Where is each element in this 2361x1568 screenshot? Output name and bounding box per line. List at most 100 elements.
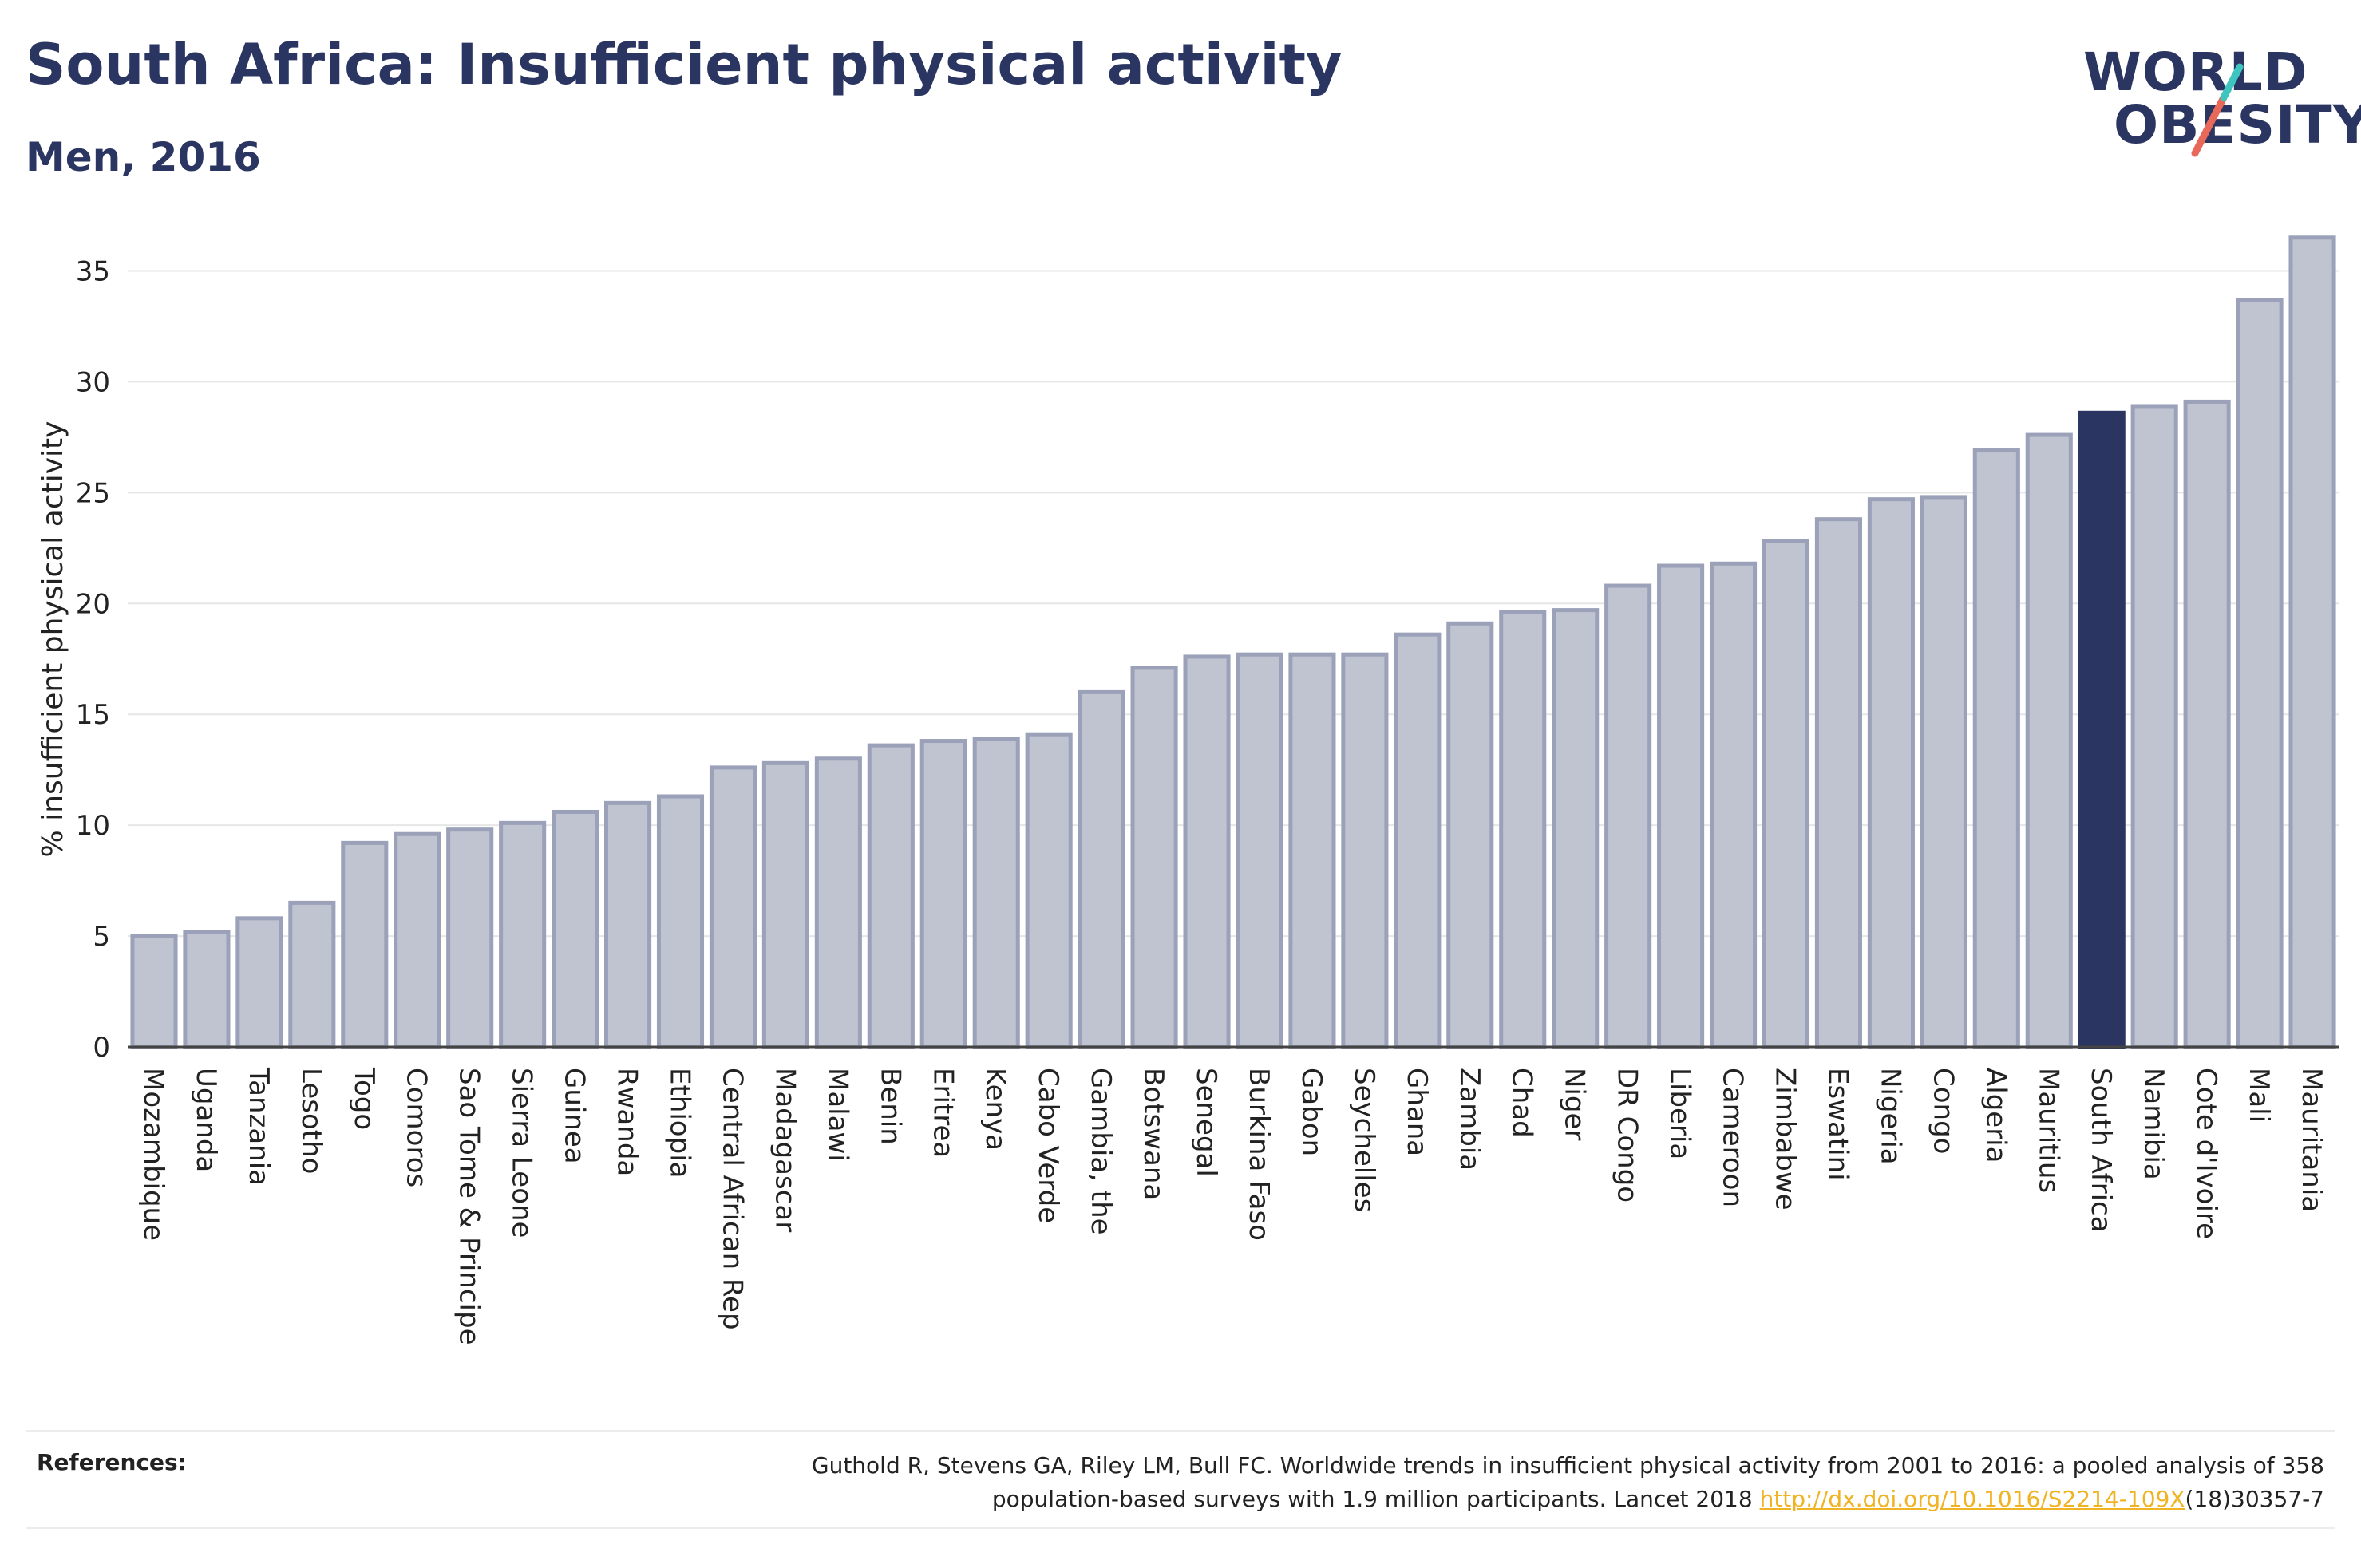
bar-ethiopia: [656, 794, 705, 1049]
bar-tanzania: [235, 916, 283, 1049]
x-tick-label: Gambia, the: [1085, 1068, 1117, 1235]
bar-gabon: [1288, 652, 1336, 1049]
x-tick-label: Botswana: [1137, 1068, 1169, 1200]
bar-congo: [1920, 495, 1968, 1049]
x-tick-label: Chad: [1506, 1068, 1538, 1138]
y-tick-label: 30: [76, 366, 110, 398]
bar-mali: [2236, 298, 2284, 1049]
x-tick-label: Uganda: [190, 1068, 222, 1172]
bar-comoros: [394, 831, 441, 1049]
x-tick-label: Rwanda: [611, 1068, 643, 1176]
x-tick-label: Cameroon: [1717, 1068, 1749, 1207]
x-tick-label: Ghana: [1401, 1068, 1433, 1156]
x-tick-label: Senegal: [1190, 1068, 1222, 1177]
x-tick-label: Eswatini: [1821, 1068, 1853, 1181]
y-tick-label: 15: [76, 699, 110, 731]
bar-madagascar: [761, 760, 809, 1049]
bar-nigeria: [1867, 497, 1915, 1049]
bar-cameroon: [1710, 561, 1758, 1049]
x-tick-label: Mauritius: [2032, 1068, 2064, 1193]
bar-namibia: [2130, 404, 2178, 1049]
bar-mauritania: [2288, 235, 2336, 1049]
x-tick-label: Gabon: [1295, 1068, 1327, 1156]
x-tick-label: Mali: [2243, 1068, 2275, 1123]
x-tick-label: Burkina Faso: [1243, 1068, 1275, 1241]
bar-lesotho: [288, 900, 336, 1049]
y-tick-label: 35: [76, 255, 110, 287]
bar-liberia: [1657, 563, 1705, 1049]
bar-senegal: [1183, 654, 1231, 1049]
references-panel: References: Guthold R, Stevens GA, Riley…: [26, 1430, 2335, 1529]
x-tick-label: Mozambique: [137, 1068, 169, 1241]
x-tick-label: Guinea: [559, 1068, 591, 1164]
bar-cote-d-ivoire: [2183, 399, 2231, 1049]
x-tick-label: Comoros: [401, 1068, 433, 1187]
bar-central-african-rep: [709, 765, 757, 1049]
bar-south-africa: [2078, 410, 2126, 1049]
x-tick-label: Sao Tome & Principe: [453, 1068, 485, 1345]
bar-eritrea: [919, 739, 967, 1049]
reference-line-1: Guthold R, Stevens GA, Riley LM, Bull FC…: [811, 1452, 2324, 1479]
world-obesity-logo: WORLD OBESITY: [2083, 32, 2361, 176]
bar-zambia: [1446, 621, 1494, 1049]
x-tick-label: Benin: [874, 1068, 906, 1145]
bar-sao-tome-principe: [446, 827, 494, 1049]
x-tick-label: Congo: [1927, 1068, 1959, 1154]
x-tick-label: Zambia: [1453, 1068, 1485, 1171]
bar-guinea: [552, 809, 599, 1049]
x-tick-label: Lesotho: [295, 1068, 327, 1174]
x-tick-label: Mauritania: [2296, 1068, 2327, 1212]
y-tick-label: 5: [93, 921, 110, 953]
x-tick-label: Central African Rep: [716, 1068, 748, 1330]
x-tick-label: Kenya: [979, 1068, 1011, 1151]
y-tick-label: 20: [76, 588, 110, 620]
reference-line-2-end: (18)30357-7: [2185, 1486, 2324, 1512]
x-tick-label: Togo: [348, 1067, 380, 1130]
logo-slash-icon: [2191, 63, 2244, 157]
bar-chad: [1499, 610, 1547, 1049]
bar-uganda: [183, 930, 231, 1049]
bar-chart: 0 5 10 15 20 25 30 35 % insufficient physical ac…: [37, 235, 2339, 1345]
bar-ghana: [1394, 632, 1442, 1049]
x-tick-label: DR Congo: [1612, 1068, 1643, 1203]
x-tick-label: Tanzania: [243, 1067, 275, 1186]
bar-rwanda: [604, 800, 652, 1049]
x-tick-label: Niger: [1559, 1068, 1591, 1140]
bar-algeria: [1972, 448, 2020, 1049]
bar-eswatini: [1814, 517, 1862, 1049]
bar-benin: [867, 743, 915, 1049]
reference-line-2: population-based surveys with 1.9 millio…: [991, 1486, 1760, 1512]
bar-botswana: [1130, 666, 1178, 1049]
x-tick-label: Cote d'Ivoire: [2190, 1068, 2222, 1239]
x-tick-label: Madagascar: [769, 1068, 801, 1232]
bar-togo: [341, 840, 389, 1049]
logo-line-1: WORLD: [2083, 41, 2308, 103]
x-tick-label: Sierra Leone: [506, 1068, 538, 1238]
x-tick-label: Ethiopia: [664, 1068, 696, 1178]
bar-malawi: [814, 756, 862, 1049]
bar-dr-congo: [1604, 583, 1652, 1049]
x-tick-label: Namibia: [2138, 1068, 2169, 1180]
bar-burkina-faso: [1236, 652, 1283, 1049]
x-tick-label: Liberia: [1664, 1068, 1696, 1159]
x-tick-label: Malawi: [821, 1068, 853, 1162]
bar-seychelles: [1341, 652, 1389, 1049]
bar-sierra-leone: [499, 820, 547, 1049]
y-tick-label: 0: [93, 1032, 110, 1064]
bar-niger: [1552, 608, 1600, 1049]
bar-cabo-verde: [1025, 732, 1073, 1049]
y-tick-label: 25: [76, 477, 110, 509]
x-tick-label: Seychelles: [1348, 1068, 1380, 1212]
y-axis-title: % insufficient physical activity: [37, 421, 69, 858]
logo-line-2: OBESITY: [2114, 94, 2361, 156]
bar-mauritius: [2025, 432, 2073, 1049]
x-tick-label: Eritrea: [927, 1068, 959, 1158]
y-tick-label: 10: [76, 810, 110, 842]
x-tick-label: Zimbabwe: [1770, 1068, 1801, 1211]
chart-subtitle: Men, 2016: [26, 134, 261, 180]
x-tick-label: Algeria: [1979, 1068, 2011, 1163]
doi-link[interactable]: http://dx.doi.org/10.1016/S2214-109X: [1759, 1486, 2185, 1512]
bar-zimbabwe: [1762, 539, 1810, 1049]
x-tick-label: Cabo Verde: [1032, 1068, 1064, 1223]
references-label: References:: [37, 1449, 187, 1475]
